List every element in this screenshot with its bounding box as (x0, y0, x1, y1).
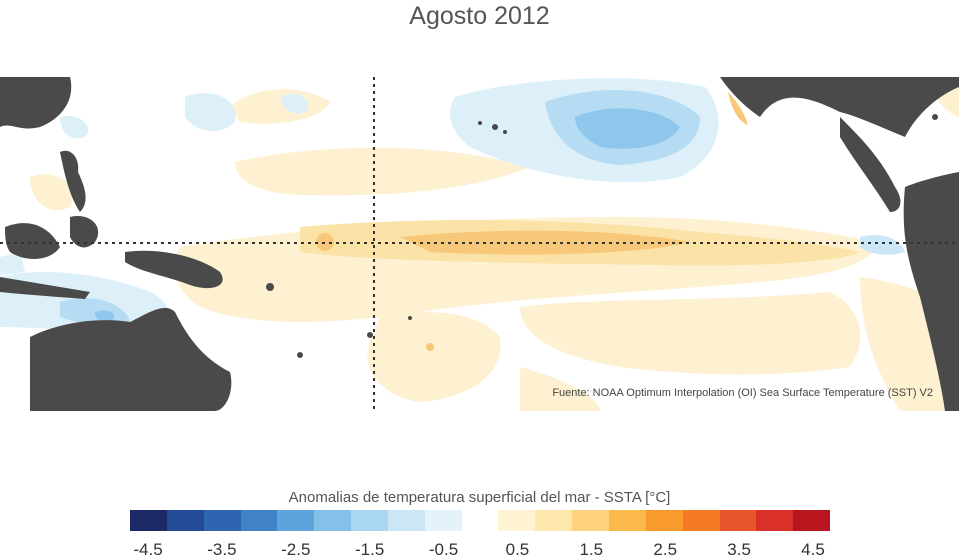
map-title: Agosto 2012 (409, 2, 550, 30)
sst-anomaly-map (0, 77, 959, 411)
colorbar-ticks: -4.5 -3.5 -2.5 -1.5 -0.5 0.5 1.5 2.5 3.5 4.5 (0, 540, 959, 560)
colorbar-swatch (314, 510, 352, 531)
colorbar-tick-label: 0.5 (505, 540, 530, 559)
colorbar-title: Anomalias de temperatura superficial del… (288, 489, 671, 506)
philippines-land (60, 150, 86, 212)
colorbar-swatch (166, 510, 204, 531)
colorbar-swatch (498, 510, 536, 531)
colorbar-swatch (387, 510, 425, 531)
sulawesi-land (70, 216, 99, 248)
colorbar-swatch (793, 510, 831, 531)
colorbar-swatch (682, 510, 720, 531)
colorbar-tick-label: -2.5 (281, 540, 311, 559)
colorbar-swatch (351, 510, 388, 531)
north-america-land (720, 77, 959, 137)
colorbar-tick-label: -1.5 (355, 540, 385, 559)
colorbar-swatch (130, 510, 167, 531)
cool-anomaly-regions (0, 78, 905, 332)
source-caption: Fuente: NOAA Optimum Interpolation (OI) … (552, 387, 933, 399)
java-land (0, 277, 90, 299)
colorbar-tick-label: -4.5 (133, 540, 163, 559)
colorbar-swatch (535, 510, 573, 531)
asia-landmass (0, 77, 72, 129)
colorbar-swatch (645, 510, 683, 531)
colorbar-tick-label: 3.5 (727, 540, 751, 559)
colorbar-swatch (424, 510, 462, 531)
colorbar-swatch (608, 510, 646, 531)
colorbar-swatch (756, 510, 794, 531)
colorbar-swatch (719, 510, 757, 531)
colorbar-swatch (277, 510, 315, 531)
colorbar-swatch (572, 510, 609, 531)
central-america-land (840, 117, 901, 212)
colorbar-tick-label: 4.5 (801, 540, 825, 559)
australia-land (30, 307, 232, 411)
colorbar-tick-label: 1.5 (579, 540, 604, 559)
colorbar-tick-label: -0.5 (428, 540, 459, 559)
colorbar-tick-label: -3.5 (207, 540, 237, 559)
new-guinea-land (125, 250, 223, 289)
colorbar-swatch (461, 510, 499, 531)
colorbar-tick-label: 2.5 (653, 540, 678, 559)
colorbar (130, 510, 831, 531)
borneo-land (5, 223, 60, 259)
land-masses (0, 77, 959, 411)
south-america-land (903, 172, 959, 411)
colorbar-swatch (240, 510, 278, 531)
colorbar-swatch (203, 510, 241, 531)
